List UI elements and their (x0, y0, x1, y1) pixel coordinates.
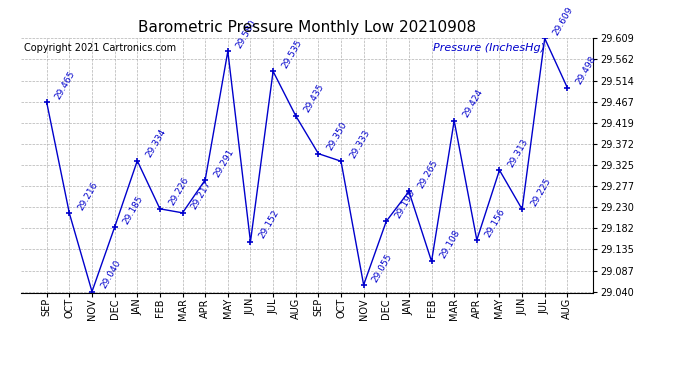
Text: Pressure (InchesHg): Pressure (InchesHg) (433, 43, 545, 52)
Text: 29.609: 29.609 (552, 5, 575, 37)
Text: 29.226: 29.226 (167, 176, 190, 207)
Text: 29.498: 29.498 (574, 55, 598, 86)
Text: Copyright 2021 Cartronics.com: Copyright 2021 Cartronics.com (23, 43, 176, 52)
Text: 29.465: 29.465 (54, 69, 77, 101)
Text: 29.216: 29.216 (77, 180, 100, 212)
Text: 29.535: 29.535 (280, 38, 304, 70)
Text: 29.265: 29.265 (416, 158, 440, 190)
Text: 29.435: 29.435 (303, 83, 326, 114)
Text: 29.040: 29.040 (99, 258, 122, 290)
Text: 29.424: 29.424 (461, 88, 484, 119)
Text: 29.313: 29.313 (506, 137, 530, 169)
Text: 29.350: 29.350 (325, 120, 349, 152)
Text: 29.055: 29.055 (371, 252, 394, 284)
Text: 29.198: 29.198 (393, 188, 417, 220)
Text: 29.333: 29.333 (348, 128, 371, 160)
Text: 29.108: 29.108 (438, 228, 462, 260)
Text: 29.152: 29.152 (257, 209, 281, 240)
Text: 29.291: 29.291 (212, 147, 235, 178)
Title: Barometric Pressure Monthly Low 20210908: Barometric Pressure Monthly Low 20210908 (138, 20, 476, 35)
Text: 29.225: 29.225 (529, 176, 553, 208)
Text: 29.334: 29.334 (144, 128, 168, 159)
Text: 29.580: 29.580 (235, 18, 258, 50)
Text: 29.156: 29.156 (484, 207, 507, 238)
Text: 29.217: 29.217 (190, 180, 213, 212)
Text: 29.185: 29.185 (121, 194, 145, 226)
